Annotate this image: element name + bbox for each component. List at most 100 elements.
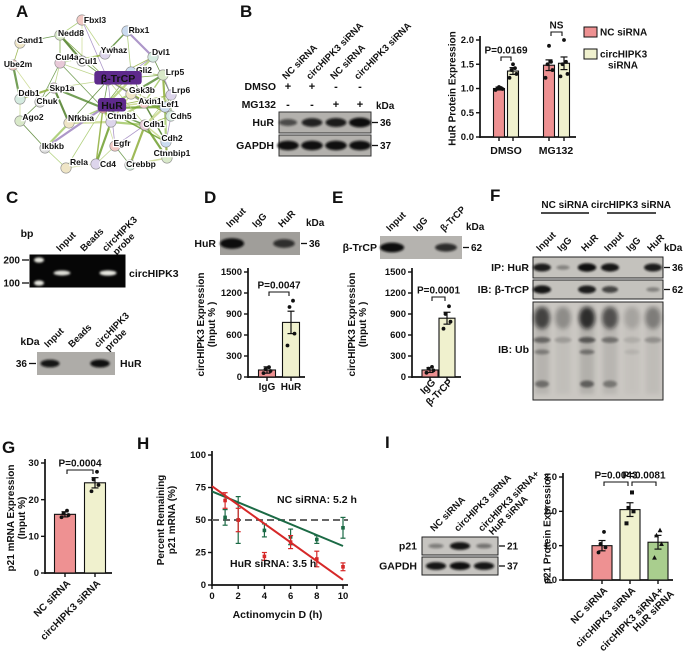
network-edge (81, 19, 106, 55)
network-edge (44, 122, 70, 149)
label-text: Cul1 (79, 56, 98, 66)
band (601, 286, 619, 293)
network-node (165, 89, 177, 101)
label-text: 2.0 (544, 507, 557, 518)
label-text: Input (224, 205, 249, 230)
label-text: Beads (78, 226, 106, 254)
panel-label-g: G (2, 438, 16, 457)
data-point (287, 305, 292, 309)
ppi-network: Fbxl3 Rbx1 Nedd8 Cand1 Ywhaz Dvl1 Cul4a Cul1 Ube… (3, 14, 193, 174)
label-text: 36 (380, 118, 392, 129)
data-point (448, 319, 453, 324)
label-text: - (286, 99, 290, 111)
data-point (558, 74, 563, 79)
panel-label-i: I (385, 433, 390, 452)
label-text: Nfkbia (68, 113, 94, 123)
label-text: NS (550, 21, 564, 32)
data-point (509, 68, 514, 72)
data-point (547, 43, 551, 48)
label-text: 36 (672, 263, 684, 274)
band (577, 263, 597, 272)
data-point (654, 532, 659, 538)
label-text: 300 (226, 351, 242, 362)
label-text: Cand1 (17, 35, 43, 45)
band (349, 140, 371, 151)
data-point (564, 59, 568, 64)
network-node (76, 14, 88, 26)
band (556, 265, 570, 270)
network-node (138, 97, 150, 109)
label-text: IP: HuR (491, 262, 529, 274)
band (532, 285, 552, 294)
chart-E: 030060090012001500IgGβ-TrCPP=0.0001circH… (347, 267, 461, 408)
label-text: 1500 (385, 267, 406, 278)
data-point (236, 518, 240, 522)
band (644, 263, 662, 272)
network-node (105, 116, 117, 128)
data-point (430, 364, 434, 369)
label-text: Nedd8 (58, 28, 84, 38)
network-edge (68, 107, 104, 124)
data-point (602, 530, 606, 534)
label-text: NC siRNA: 5.2 h (277, 494, 357, 506)
label-text: Ikbkb (42, 141, 64, 151)
panel-label-a: A (16, 2, 29, 21)
data-point (441, 326, 446, 331)
band (473, 562, 495, 570)
network-node (14, 115, 26, 127)
label-text: 30 (28, 458, 39, 469)
network-node (39, 142, 51, 154)
network-edge (130, 74, 164, 95)
data-point (424, 370, 429, 375)
label-text: + (285, 81, 291, 93)
label-text: Ctnnbip1 (154, 148, 191, 158)
data-point (545, 62, 550, 67)
bar (438, 317, 456, 378)
label-text: Skp1a (49, 83, 74, 93)
label-text: Input (54, 229, 79, 254)
network-node (124, 159, 136, 171)
label-text: siRNA (608, 61, 638, 72)
network-node (160, 136, 172, 148)
data-point (315, 537, 319, 542)
label-text: 25 (195, 548, 206, 559)
data-point (61, 511, 66, 516)
data-point (659, 541, 664, 546)
data-point (262, 554, 267, 559)
label-text: DMSO (490, 145, 522, 157)
data-point (223, 498, 227, 503)
bar (53, 513, 77, 574)
legend-swatch (583, 48, 598, 60)
data-point (262, 528, 267, 533)
network-edge (68, 79, 109, 124)
label-text: Egfr (114, 138, 132, 148)
label-text: GAPDH (379, 561, 417, 573)
label-text: kDa (664, 243, 683, 254)
network-node (14, 37, 26, 49)
data-point (550, 68, 555, 72)
label-text: Lef1 (161, 99, 179, 109)
label-text: Cdh2 (161, 133, 183, 143)
label-text: kDa (20, 336, 39, 348)
band (349, 117, 371, 128)
band (449, 561, 471, 571)
data-point (598, 542, 603, 546)
label-text: P=0.0001 (417, 286, 461, 297)
network-edge (11, 64, 22, 100)
label-text: 4 (262, 591, 268, 602)
network-edge (110, 120, 146, 127)
label-text: 200 (3, 256, 20, 267)
data-point (596, 550, 601, 555)
network-edge (144, 124, 168, 159)
band (301, 140, 323, 151)
label-text: 10 (338, 591, 349, 602)
label-text: HuR (579, 232, 601, 254)
label-text: + (357, 99, 363, 111)
label-text: β-TrCP (101, 73, 135, 85)
data-point (315, 557, 319, 561)
label-text: 0.0 (544, 575, 557, 586)
label-text: Ube2m (4, 59, 33, 69)
